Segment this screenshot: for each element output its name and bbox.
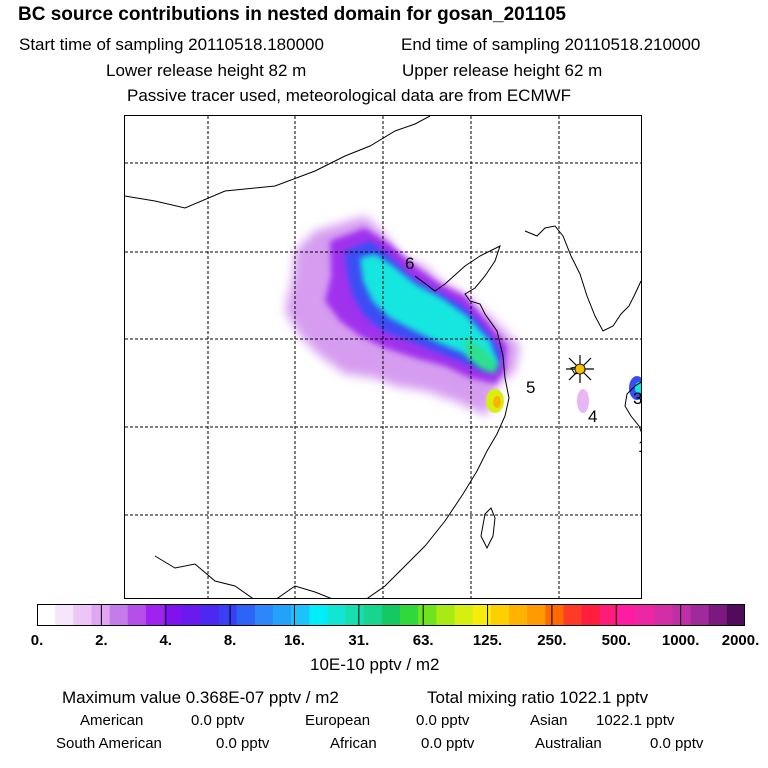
colorbar-cell — [218, 604, 238, 626]
colorbar-cell — [509, 604, 528, 626]
plume-spot-4 — [577, 389, 589, 413]
receptor-marker — [566, 355, 594, 383]
colorbar-tick-label: 8. — [223, 632, 237, 649]
colorbar-cell — [273, 604, 292, 626]
colorbar-tick-label: 2000. — [721, 632, 760, 649]
colorbar-tick-label: 31. — [348, 632, 370, 649]
map-panel: 6 5 4 3 1 — [124, 115, 642, 599]
colorbar-cell — [400, 604, 419, 626]
start-time-label: Start time of sampling 20110518.180000 — [19, 35, 324, 54]
colorbar-cell — [254, 604, 274, 626]
colorbar-cell — [454, 604, 474, 626]
map-svg: 6 5 4 3 1 — [125, 116, 642, 598]
colorbar-cell — [236, 604, 256, 626]
colorbar-cell — [381, 604, 401, 626]
colorbar-cell — [690, 604, 710, 626]
european-value: 0.0 pptv — [416, 712, 470, 729]
colorbar-cell — [309, 604, 329, 626]
colorbar-cell — [127, 604, 147, 626]
colorbar-tick-label: 125. — [472, 632, 503, 649]
colorbar-tick-label: 16. — [284, 632, 305, 649]
plume-cyan — [360, 254, 499, 366]
colorbar-cell — [581, 604, 601, 626]
colorbar-unit-label: 10E-10 pptv / m2 — [310, 655, 440, 674]
colorbar-cell — [436, 604, 456, 626]
colorbar-cell — [145, 604, 165, 626]
lower-release-height: Lower release height 82 m — [106, 61, 307, 80]
colorbar-cell — [708, 604, 728, 626]
colorbar-cell — [418, 604, 437, 626]
australian-label: Australian — [535, 735, 602, 752]
japan-coast — [624, 381, 641, 433]
upper-release-height: Upper release height 62 m — [402, 61, 603, 80]
colorbar-cell — [490, 604, 510, 626]
figure-title: BC source contributions in nested domain… — [18, 4, 566, 25]
colorbar-cell — [545, 604, 565, 626]
tracer-info: Passive tracer used, meteorological data… — [127, 86, 572, 105]
colorbar-tick-label: 0. — [30, 632, 44, 649]
colorbar-cell — [37, 604, 56, 626]
colorbar-tick-label: 500. — [601, 632, 631, 649]
day-label-1: 1 — [638, 437, 642, 456]
colorbar-cell — [617, 604, 637, 626]
colorbar-cell — [327, 604, 347, 626]
end-time-label: End time of sampling 20110518.210000 — [401, 35, 701, 54]
colorbar-cell — [200, 604, 220, 626]
day-label-6: 6 — [405, 254, 414, 273]
colorbar-cell — [672, 604, 692, 626]
colorbar-cell — [527, 604, 546, 626]
colorbar-cell — [91, 604, 111, 626]
plume-green — [465, 338, 497, 374]
colorbar-tick-label: 250. — [537, 632, 567, 649]
day-label-4: 4 — [588, 407, 597, 426]
african-value: 0.0 pptv — [421, 735, 475, 752]
inland-border-1 — [154, 555, 254, 598]
china-north-border — [125, 116, 431, 209]
colorbar-tick-label: 4. — [159, 632, 172, 649]
colorbar-cell — [599, 604, 619, 626]
colorbar — [37, 604, 745, 626]
south-american-label: South American — [56, 735, 162, 752]
african-label: African — [330, 735, 377, 752]
american-value: 0.0 pptv — [191, 712, 245, 729]
colorbar-tick-label: 63. — [412, 632, 434, 649]
grid — [125, 116, 641, 598]
asian-label: Asian — [530, 712, 568, 729]
colorbar-cell — [363, 604, 383, 626]
colorbar-cell — [291, 604, 310, 626]
colorbar-cell — [345, 604, 365, 626]
day-label-5: 5 — [526, 378, 535, 397]
colorbar-cell — [636, 604, 655, 626]
colorbar-cell — [654, 604, 673, 626]
plume — [285, 216, 641, 416]
colorbar-cell — [164, 604, 183, 626]
colorbar-cell — [472, 604, 492, 626]
day-label-3: 3 — [633, 389, 642, 408]
total-mixing-label: Total mixing ratio 1022.1 pptv — [427, 688, 649, 707]
korea-coast — [524, 225, 641, 332]
colorbar-cell — [109, 604, 129, 626]
south-american-value: 0.0 pptv — [216, 735, 270, 752]
colorbar-cell — [73, 604, 93, 626]
colorbar-cell — [563, 604, 583, 626]
australian-value: 0.0 pptv — [650, 735, 704, 752]
colorbar-tick-label: 1000. — [661, 632, 700, 649]
european-label: European — [305, 712, 371, 729]
colorbar-cell — [55, 604, 74, 626]
plume-core — [493, 396, 501, 408]
china-coast — [366, 245, 510, 598]
asian-value: 1022.1 pptv — [596, 712, 675, 729]
american-label: American — [80, 712, 144, 729]
max-value-label: Maximum value 0.368E-07 pptv / m2 — [62, 688, 339, 707]
colorbar-cell — [726, 604, 745, 626]
colorbar-cell — [182, 604, 201, 626]
taiwan — [480, 507, 496, 550]
colorbar-tick-label: 2. — [95, 632, 108, 649]
inland-border-2 — [276, 585, 332, 598]
